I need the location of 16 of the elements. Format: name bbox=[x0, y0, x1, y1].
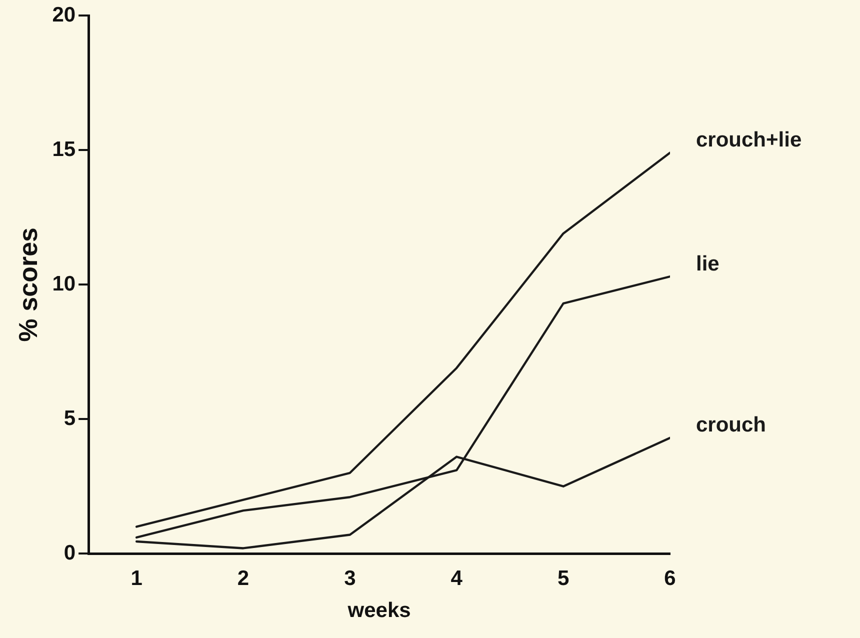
x-tick-label: 1 bbox=[130, 566, 143, 590]
series-label: lie bbox=[696, 252, 720, 276]
series-label: crouch bbox=[696, 414, 766, 437]
y-tick-label: 5 bbox=[64, 406, 76, 430]
x-tick-label: 5 bbox=[557, 566, 570, 590]
y-tick-label: 15 bbox=[52, 138, 76, 161]
y-tick-label: 20 bbox=[52, 3, 76, 26]
x-tick-label: 2 bbox=[237, 566, 250, 590]
x-tick-label: 6 bbox=[664, 566, 676, 590]
series-label: crouch+lie bbox=[696, 128, 802, 152]
x-tick-label: 4 bbox=[450, 566, 463, 590]
y-tick-label: 0 bbox=[64, 541, 76, 564]
y-tick-label: 10 bbox=[52, 272, 76, 296]
x-axis-title: weeks bbox=[346, 599, 411, 622]
x-tick-label: 3 bbox=[344, 566, 356, 590]
y-axis-title: % scores bbox=[12, 228, 43, 342]
